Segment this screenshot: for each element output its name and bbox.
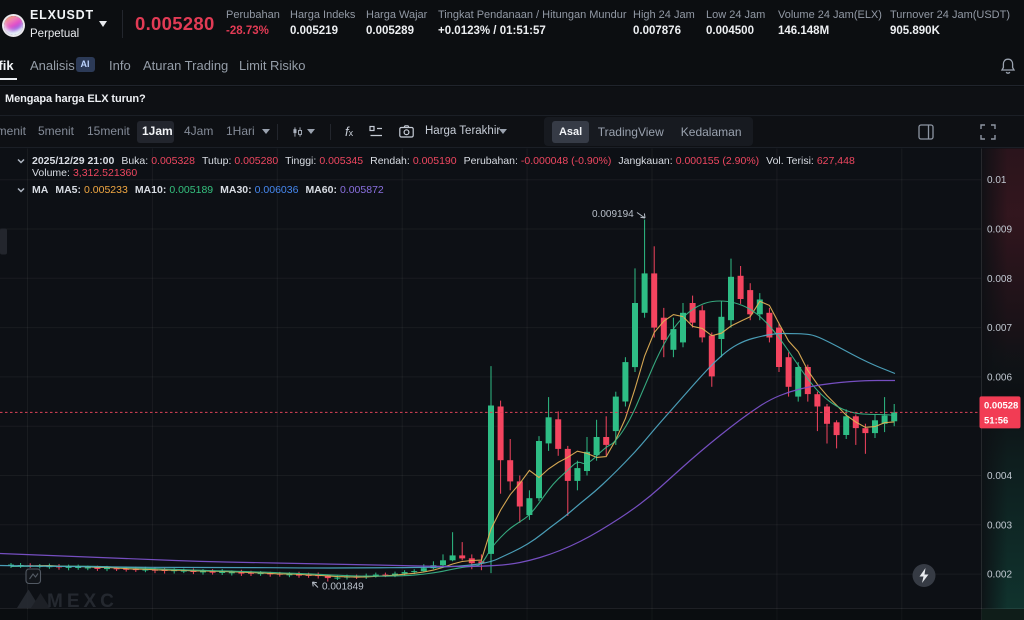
svg-text:MEXC: MEXC	[47, 591, 118, 612]
svg-text:0.008: 0.008	[987, 273, 1012, 284]
svg-text:0.004: 0.004	[987, 471, 1012, 482]
svg-text:0.00528: 0.00528	[984, 400, 1018, 411]
svg-text:0.009194: 0.009194	[592, 209, 634, 220]
svg-text:0.009: 0.009	[987, 224, 1012, 235]
svg-text:51:56: 51:56	[984, 415, 1008, 426]
svg-text:0.01: 0.01	[987, 175, 1007, 186]
svg-text:0.003: 0.003	[987, 520, 1012, 531]
svg-text:0.007: 0.007	[987, 323, 1012, 334]
svg-text:0.002: 0.002	[987, 569, 1012, 580]
svg-text:0.006: 0.006	[987, 372, 1012, 383]
svg-text:0.001849: 0.001849	[322, 581, 364, 592]
